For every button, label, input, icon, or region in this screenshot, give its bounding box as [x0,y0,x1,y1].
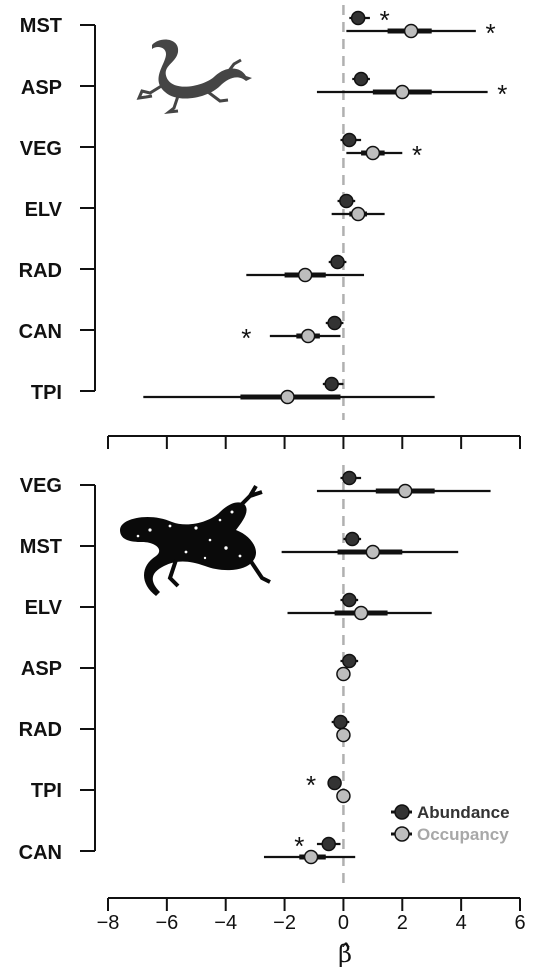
point-occupancy [336,666,351,682]
bottom-panel-labels: VEG MST ELV ASP RAD TPI CAN [19,475,63,864]
point-occupancy [365,544,381,560]
x-tick-label: 6 [514,912,525,934]
top-category-label: VEG [20,138,62,160]
point-occupancy [297,267,313,283]
x-tick-label: −4 [214,912,237,934]
point-abundance [342,592,357,608]
significance-star: * [294,831,304,861]
point-abundance [327,775,342,791]
forest-plot-marks: * * * * * * * [143,5,507,865]
top-y-axis [80,24,96,392]
point-occupancy [336,727,351,743]
point-abundance [342,653,357,669]
point-abundance [321,836,336,852]
top-panel-labels: MST ASP VEG ELV RAD CAN TPI [19,15,63,404]
top-category-label: RAD [19,260,62,282]
x-tick-label: −8 [97,912,120,934]
spotted-salamander-silhouette-icon [120,484,271,596]
x-axis-tick-labels: −8 −6 −4 −2 0 2 4 6 [97,912,526,934]
top-category-label: TPI [31,382,62,404]
point-abundance [342,470,357,486]
x-tick-label: −2 [273,912,296,934]
significance-star: * [306,770,316,800]
point-occupancy [365,145,381,161]
significance-star: * [241,323,251,353]
point-occupancy [395,84,410,100]
significance-star: * [380,5,390,35]
x-tick-label: 2 [397,912,408,934]
top-category-label: MST [20,15,62,37]
x-axis-title: β̂ [338,940,352,968]
point-abundance [350,10,366,26]
x-axis-ticks [107,436,521,911]
bottom-category-label: ELV [25,597,63,619]
bottom-y-axis [80,484,96,852]
bottom-category-label: CAN [19,842,62,864]
point-occupancy [336,788,351,804]
point-occupancy [397,483,413,499]
bottom-category-label: ASP [21,658,62,680]
point-abundance [353,71,369,87]
legend-entry-abundance: Abundance [391,803,510,822]
point-abundance [330,254,345,270]
point-abundance [342,132,357,148]
bottom-category-label: TPI [31,780,62,802]
significance-star: * [497,79,507,109]
legend-entry-occupancy: Occupancy [391,825,509,844]
point-abundance [339,193,354,209]
point-abundance [324,376,339,392]
point-abundance [333,714,348,730]
bottom-category-label: MST [20,536,62,558]
point-occupancy [300,328,316,344]
salamander-silhouette-icon [136,39,252,115]
point-occupancy [280,389,295,405]
point-abundance [327,315,342,331]
top-category-label: ELV [25,199,63,221]
legend-marker-occupancy [394,826,410,842]
bottom-category-label: RAD [19,719,62,741]
top-category-label: CAN [19,321,62,343]
legend-marker-abundance [394,804,410,820]
top-category-label: ASP [21,77,62,99]
x-tick-label: 4 [456,912,467,934]
point-occupancy [403,23,419,39]
point-occupancy [350,206,366,222]
point-abundance [345,531,360,547]
legend-label-occupancy: Occupancy [417,825,509,844]
x-tick-label: −6 [155,912,178,934]
bottom-category-label: VEG [20,475,62,497]
point-occupancy [353,605,369,621]
legend-label-abundance: Abundance [417,803,510,822]
legend: Abundance Occupancy [391,803,510,844]
x-tick-label: 0 [338,912,349,934]
significance-star: * [412,140,422,170]
significance-star: * [486,18,496,48]
point-occupancy [303,849,319,865]
